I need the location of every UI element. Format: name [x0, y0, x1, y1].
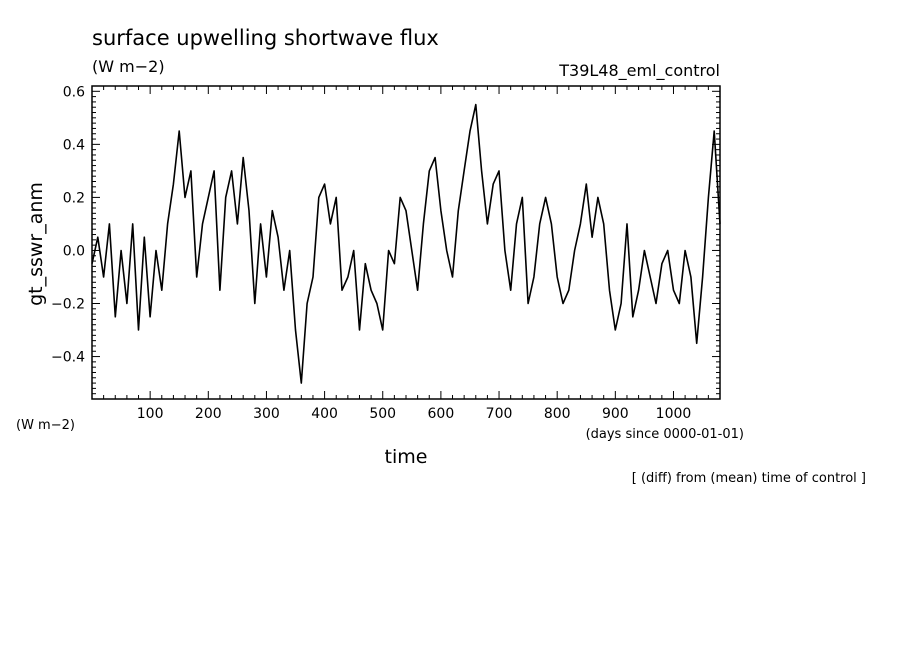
x-tick-label: 700	[486, 406, 513, 422]
x-axis: 100 200 300 400 500 600 700 800 900 1000	[103, 86, 709, 422]
x-tick-label: 300	[253, 406, 280, 422]
note-text: [ (diff) from (mean) time of control ]	[632, 471, 866, 486]
y-tick-label: 0.6	[63, 84, 85, 100]
y-axis-units: (W m−2)	[16, 418, 75, 433]
x-axis-units: (days since 0000-01-01)	[586, 427, 744, 442]
x-tick-label: 400	[311, 406, 338, 422]
x-tick-label: 800	[544, 406, 571, 422]
series-line	[91, 103, 721, 384]
y-tick-label: 0.2	[63, 190, 85, 206]
plot-area	[91, 103, 721, 384]
x-tick-label: 100	[137, 406, 164, 422]
y-tick-label: −0.2	[51, 297, 85, 313]
run-name: T39L48_eml_control	[558, 61, 720, 81]
chart-units: (W m−2)	[92, 57, 165, 76]
x-tick-label: 200	[195, 406, 222, 422]
y-axis: −0.4 −0.2 0.0 0.2 0.4 0.6	[51, 84, 720, 395]
y-tick-label: 0.0	[63, 243, 85, 259]
y-tick-label: −0.4	[51, 350, 85, 366]
y-axis-label: gt_sswr_anm	[25, 182, 47, 306]
plot-frame	[91, 85, 721, 400]
chart-title: surface upwelling shortwave flux	[92, 26, 439, 50]
x-tick-label: 600	[428, 406, 455, 422]
x-axis-label: time	[385, 446, 428, 468]
y-tick-label: 0.4	[63, 137, 85, 153]
x-tick-label: 1000	[656, 406, 692, 422]
x-tick-label: 900	[602, 406, 629, 422]
x-tick-label: 500	[369, 406, 396, 422]
